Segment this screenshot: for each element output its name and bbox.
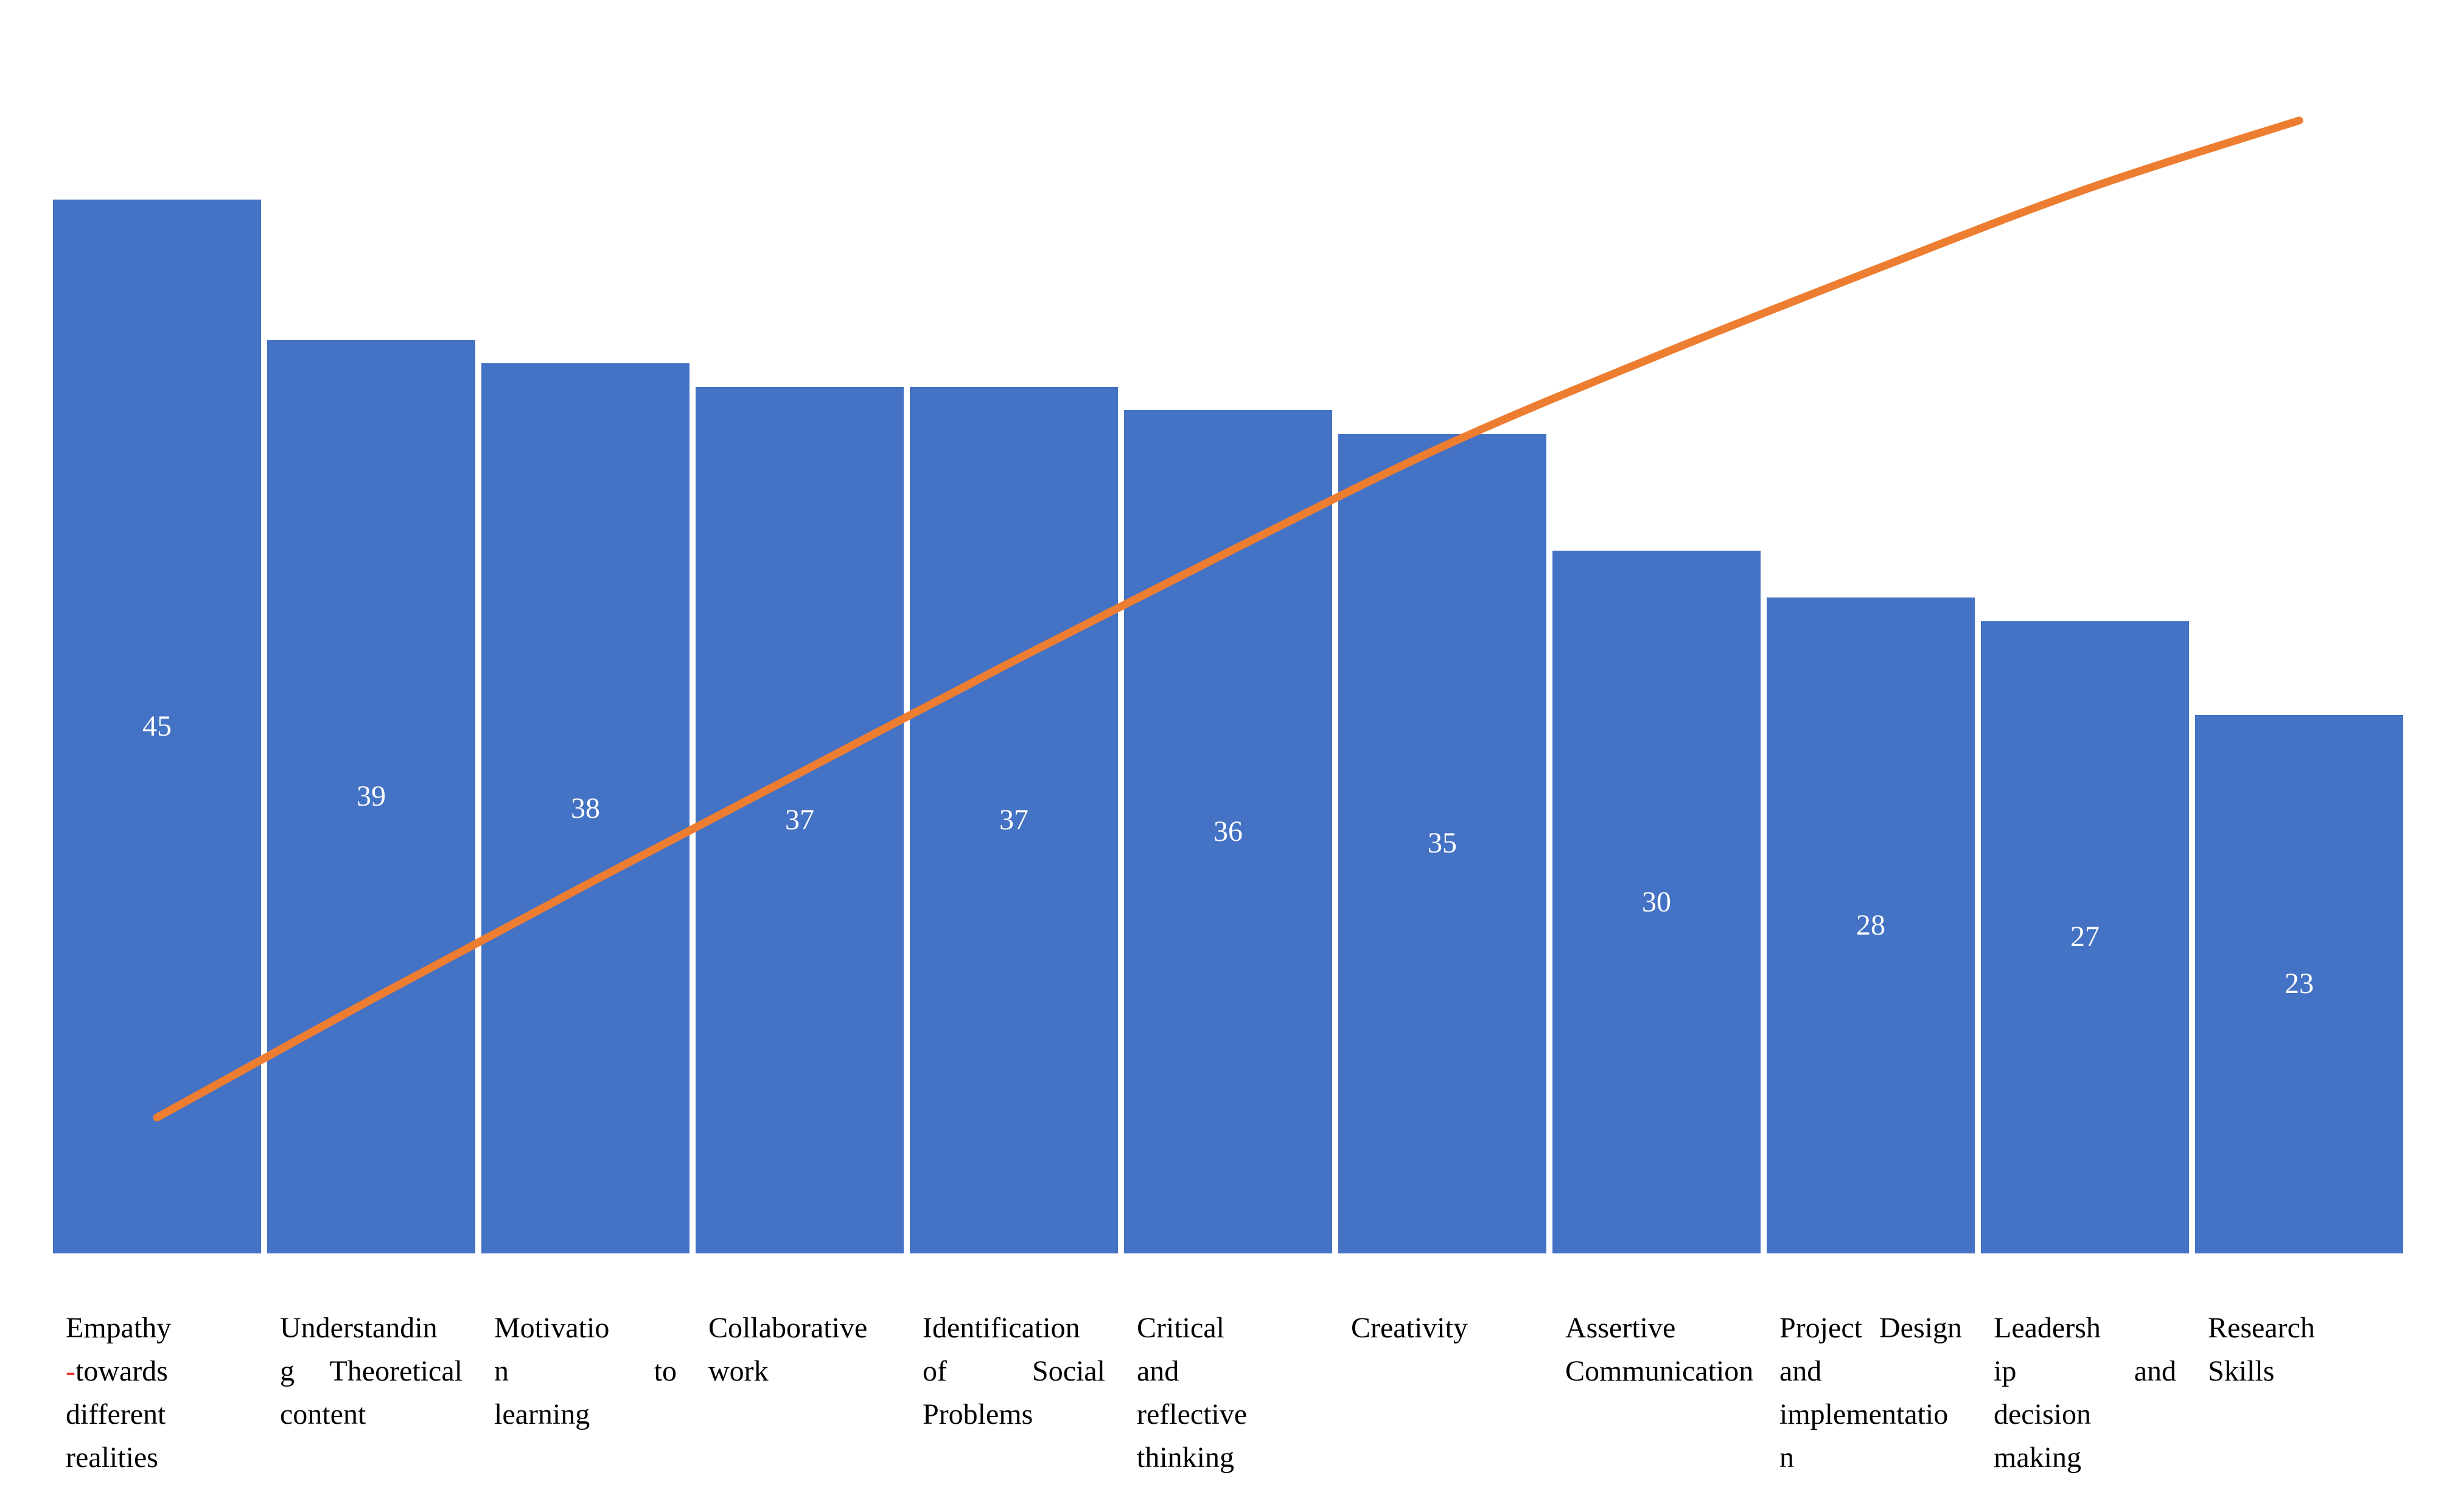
bar bbox=[481, 363, 690, 1253]
bar-value-label: 37 bbox=[785, 803, 814, 836]
category-label-line: n to bbox=[494, 1355, 677, 1387]
red-dash-mark: - bbox=[66, 1355, 75, 1387]
category-label-line: Problems bbox=[923, 1398, 1033, 1430]
category-label-line: Research bbox=[2208, 1312, 2315, 1344]
category-label-line: Assertive bbox=[1565, 1312, 1676, 1344]
category-label-line: Identification bbox=[923, 1312, 1080, 1344]
bar-value-label: 28 bbox=[1856, 909, 1885, 941]
category-label-line: content bbox=[280, 1398, 366, 1430]
category-label-line: -towards bbox=[66, 1355, 168, 1387]
bar-value-label: 23 bbox=[2285, 967, 2314, 1000]
category-label-line: Motivatio bbox=[494, 1312, 610, 1344]
category-label-line: decision bbox=[1994, 1398, 2091, 1430]
category-label-line: reflective bbox=[1137, 1398, 1248, 1430]
category-label-line: realities bbox=[66, 1441, 158, 1474]
category-label-line: and bbox=[1779, 1355, 1822, 1387]
category-label: Empathy -towards different realities bbox=[66, 1306, 248, 1479]
category-label-line: Critical bbox=[1137, 1312, 1224, 1344]
category-label-line: Project Design bbox=[1779, 1312, 1962, 1344]
bar bbox=[1981, 621, 2189, 1253]
category-label: Research Skills bbox=[2208, 1306, 2390, 1393]
bar-value-label: 45 bbox=[142, 709, 172, 742]
bar bbox=[1338, 433, 1546, 1253]
cumulative-line bbox=[153, 116, 2303, 1122]
bar-value-label: 37 bbox=[999, 803, 1028, 836]
category-label: Identification of Social Problems bbox=[923, 1306, 1105, 1436]
category-label-line: thinking bbox=[1137, 1441, 1235, 1474]
category-label-line: Skills bbox=[2208, 1355, 2275, 1387]
bar-value-label: 38 bbox=[571, 792, 600, 824]
category-label-line: g Theoretical bbox=[280, 1355, 463, 1387]
category-label: Creativity bbox=[1351, 1306, 1534, 1350]
category-label-line: Understandin bbox=[280, 1312, 438, 1344]
bar-value-label: 27 bbox=[2070, 921, 2100, 953]
category-label-line: learning bbox=[494, 1398, 590, 1430]
category-label-line: different bbox=[66, 1398, 166, 1430]
bar-value-label: 30 bbox=[1642, 885, 1671, 918]
bar bbox=[910, 386, 1118, 1253]
category-label-line: n bbox=[1779, 1441, 1794, 1474]
category-label-line: making bbox=[1994, 1441, 2081, 1474]
category-label-line: and bbox=[1137, 1355, 1179, 1387]
category-label: Critical and reflective thinking bbox=[1137, 1306, 1319, 1479]
category-label-line: ip and bbox=[1994, 1355, 2176, 1387]
category-label-line: Empathy bbox=[66, 1312, 172, 1344]
bar bbox=[1767, 597, 1975, 1253]
category-label-line: work bbox=[708, 1355, 769, 1387]
category-label: Project Design and implementatio n bbox=[1779, 1306, 1962, 1479]
category-label-line: Creativity bbox=[1351, 1312, 1468, 1344]
bar-value-label: 39 bbox=[357, 780, 386, 813]
bar bbox=[2195, 714, 2403, 1253]
category-label-line: implementatio bbox=[1779, 1398, 1949, 1430]
category-label: Collaborative work bbox=[708, 1306, 891, 1393]
category-label: Understandin g Theoretical content bbox=[280, 1306, 463, 1436]
category-label-line: Collaborative bbox=[708, 1312, 868, 1344]
bar bbox=[1552, 551, 1761, 1253]
bar bbox=[696, 386, 904, 1253]
bar-value-label: 35 bbox=[1428, 827, 1457, 860]
category-label: Motivatio n to learning bbox=[494, 1306, 677, 1436]
bar bbox=[267, 340, 475, 1253]
category-label-line: Communication bbox=[1565, 1355, 1754, 1387]
category-label-line: Leadersh bbox=[1994, 1312, 2101, 1344]
bar-value-label: 36 bbox=[1213, 815, 1243, 848]
category-label: Leadersh ip and decision making bbox=[1994, 1306, 2176, 1479]
category-label-line: of Social bbox=[923, 1355, 1105, 1387]
category-label: Assertive Communication bbox=[1565, 1306, 1754, 1393]
